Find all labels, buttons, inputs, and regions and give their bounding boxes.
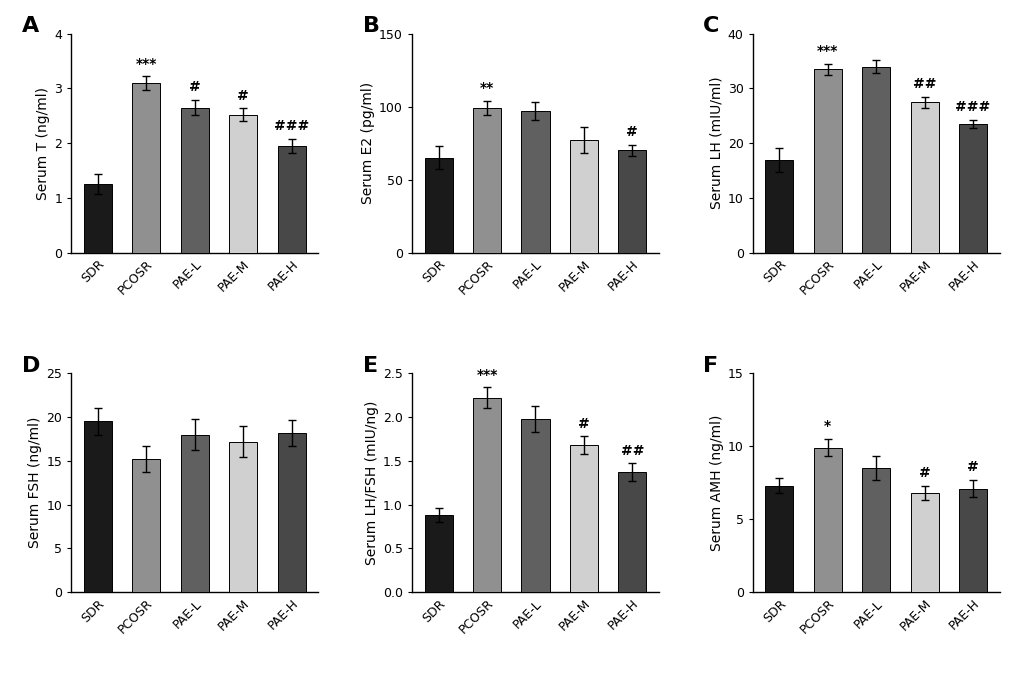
Text: *: * bbox=[823, 419, 830, 433]
Bar bbox=[229, 441, 257, 592]
Bar bbox=[180, 108, 209, 252]
Text: ***: *** bbox=[136, 57, 157, 71]
Bar bbox=[618, 472, 646, 592]
Text: B: B bbox=[363, 16, 379, 36]
Y-axis label: Serum T (ng/ml): Serum T (ng/ml) bbox=[36, 87, 50, 200]
Bar bbox=[277, 433, 306, 592]
Text: ***: *** bbox=[816, 44, 838, 59]
Text: #: # bbox=[626, 125, 638, 139]
Text: ##: ## bbox=[620, 444, 643, 458]
Bar bbox=[764, 486, 793, 592]
Bar bbox=[958, 489, 986, 592]
Text: ###: ### bbox=[955, 100, 989, 114]
Bar bbox=[84, 184, 112, 252]
Text: #: # bbox=[966, 460, 978, 474]
Bar bbox=[570, 445, 597, 592]
Bar bbox=[764, 160, 793, 252]
Bar bbox=[473, 108, 500, 252]
Bar bbox=[570, 140, 597, 252]
Bar bbox=[813, 69, 841, 252]
Text: C: C bbox=[703, 16, 719, 36]
Bar bbox=[861, 67, 890, 252]
Text: E: E bbox=[363, 355, 377, 376]
Bar bbox=[229, 114, 257, 252]
Bar bbox=[473, 398, 500, 592]
Text: #: # bbox=[237, 89, 249, 103]
Y-axis label: Serum LH (mIU/ml): Serum LH (mIU/ml) bbox=[709, 77, 722, 209]
Text: ###: ### bbox=[274, 119, 309, 133]
Text: F: F bbox=[703, 355, 717, 376]
Bar bbox=[521, 111, 549, 252]
Bar bbox=[132, 83, 160, 252]
Bar bbox=[521, 419, 549, 592]
Bar bbox=[84, 421, 112, 592]
Text: #: # bbox=[578, 417, 589, 431]
Text: **: ** bbox=[480, 81, 494, 96]
Y-axis label: Serum LH/FSH (mIU/ng): Serum LH/FSH (mIU/ng) bbox=[365, 400, 378, 565]
Bar bbox=[132, 459, 160, 592]
Text: D: D bbox=[22, 355, 41, 376]
Y-axis label: Serum FSH (ng/ml): Serum FSH (ng/ml) bbox=[29, 417, 43, 548]
Bar bbox=[618, 151, 646, 252]
Bar bbox=[861, 468, 890, 592]
Bar bbox=[813, 448, 841, 592]
Text: #: # bbox=[918, 466, 929, 480]
Bar bbox=[424, 157, 452, 252]
Bar bbox=[180, 435, 209, 592]
Text: A: A bbox=[22, 16, 40, 36]
Bar bbox=[958, 124, 986, 252]
Bar bbox=[910, 102, 937, 252]
Bar bbox=[424, 515, 452, 592]
Text: #: # bbox=[189, 81, 201, 94]
Y-axis label: Serum E2 (pg/ml): Serum E2 (pg/ml) bbox=[361, 82, 375, 204]
Text: ##: ## bbox=[912, 77, 935, 91]
Y-axis label: Serum AMH (ng/ml): Serum AMH (ng/ml) bbox=[709, 415, 722, 551]
Text: ***: *** bbox=[476, 367, 497, 382]
Bar bbox=[277, 146, 306, 252]
Bar bbox=[910, 493, 937, 592]
